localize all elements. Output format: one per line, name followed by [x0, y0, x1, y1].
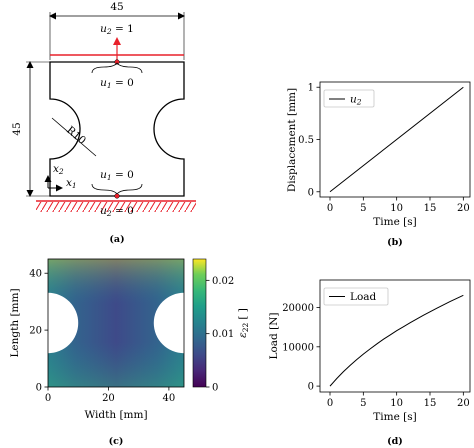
x2-label: x2	[53, 163, 64, 176]
chart-b-legend-label: u2	[350, 94, 362, 107]
caption-b: (b)	[387, 237, 403, 248]
caption-a: (a)	[109, 234, 124, 245]
chart-d-x-tick-label: 0	[327, 398, 333, 409]
colorbar-ticks: 0 0.01 0.02	[206, 276, 234, 394]
chart-b-xlabel: Time [s]	[373, 216, 416, 228]
chart-d-y-tick-label: 10000	[282, 342, 314, 353]
chart-b-x-tick-label: 10	[390, 203, 403, 214]
chart-d-xlabel: Time [s]	[373, 411, 416, 423]
panel-b-displacement-chart: 0 5 10 15 20 00.51 u2 Time [s] Displacement …	[286, 81, 471, 248]
ground-hatch	[36, 202, 196, 212]
caption-d: (d)	[387, 436, 403, 447]
chart-d-x-ticks: 0 5 10 15 20	[327, 392, 470, 409]
chart-d-x-tick-label: 15	[424, 398, 437, 409]
heatmap-notch-left	[48, 292, 79, 354]
bottom-brace	[91, 183, 143, 195]
height-dimension-label: 45	[11, 122, 23, 135]
chart-d-legend	[323, 287, 389, 306]
bottom-bc-label: u2 = 0	[100, 205, 134, 218]
heatmap-xlabel: Width [mm]	[84, 409, 147, 421]
heatmap-x-ticks: 0 20 40	[45, 387, 175, 404]
x1-label: x1	[66, 177, 77, 190]
chart-d-y-tick-label: 20000	[282, 303, 314, 314]
heatmap-frame	[47, 258, 185, 388]
chart-b-ylabel: Displacement [mm]	[286, 88, 298, 192]
colorbar-label: ε22[ ]	[237, 308, 250, 338]
heatmap-y-tick-label: 40	[29, 269, 42, 280]
chart-d-y-ticks: 0 10000 20000	[282, 303, 320, 393]
radius-leader-line	[51, 117, 97, 157]
heatmap-y-tick-label: 0	[36, 383, 42, 394]
colorbar-tick-label: 0	[212, 383, 218, 394]
panel-d-load-chart: 0 5 10 15 20 0 10000 20000 Load Time [s] Load …	[268, 279, 471, 447]
top-brace	[91, 62, 143, 74]
chart-b-y-tick-label: 0	[308, 187, 314, 198]
chart-d-y-tick-label: 0	[308, 382, 314, 393]
colorbar-tick-label: 0.01	[212, 329, 234, 340]
width-dimension-label: 45	[110, 1, 123, 13]
chart-b-x-tick-label: 20	[457, 203, 470, 214]
bottom-u1-label: u1 = 0	[100, 169, 134, 182]
chart-d-legend-label: Load	[350, 291, 377, 303]
chart-d-frame	[319, 279, 471, 393]
heatmap-notch-right	[153, 292, 184, 354]
heatmap-y-tick-label: 20	[29, 326, 42, 337]
chart-d-x-tick-label: 10	[390, 398, 403, 409]
chart-d-x-tick-label: 5	[360, 398, 366, 409]
heatmap-x-tick-label: 40	[163, 393, 176, 404]
heatmap-ylabel: Length [mm]	[9, 288, 21, 357]
chart-b-y-ticks: 00.51	[298, 83, 320, 198]
chart-b-y-tick-label: 1	[308, 83, 314, 94]
colorbar	[192, 258, 207, 388]
colorbar-tick-label: 0.02	[212, 276, 234, 287]
heatmap-x-tick-label: 20	[102, 393, 115, 404]
heatmap-y-ticks: 0 20 40	[29, 269, 48, 394]
top-u1-label: u1 = 0	[100, 77, 134, 90]
top-midpoint-dot	[114, 59, 120, 65]
specimen-outline	[49, 61, 185, 197]
top-bc-label: u2 = 1	[100, 23, 134, 36]
chart-b-x-tick-label: 5	[360, 203, 366, 214]
caption-c: (c)	[109, 436, 124, 447]
panel-a-schematic: 45 u2 = 1 45 u1 = 0 R10 x2 x1 u1 = 0 u2	[11, 1, 196, 245]
chart-b-legend	[323, 89, 375, 108]
chart-b-x-ticks: 0 5 10 15 20	[327, 197, 470, 214]
panel-c-strain-heatmap: 0 20 40 0 20 40 Width [mm] Length [mm] 0 0.01…	[9, 258, 250, 447]
chart-b-x-tick-label: 15	[424, 203, 437, 214]
chart-b-series-line-u2	[329, 86, 464, 193]
bottom-midpoint-dot	[114, 193, 120, 199]
chart-d-x-tick-label: 20	[457, 398, 470, 409]
chart-d-ylabel: Load [N]	[268, 313, 280, 360]
chart-d-series-line-load	[329, 294, 464, 387]
chart-b-x-tick-label: 0	[327, 203, 333, 214]
chart-b-y-tick-label: 0.5	[298, 135, 314, 146]
heatmap-field	[48, 259, 184, 387]
heatmap-x-tick-label: 0	[45, 393, 51, 404]
